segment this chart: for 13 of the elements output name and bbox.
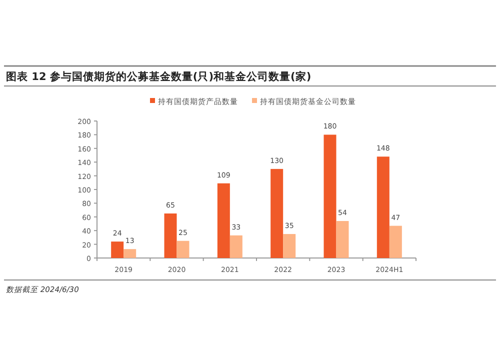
bar — [176, 240, 190, 258]
bar — [270, 168, 284, 258]
bar — [217, 183, 230, 258]
chart-title: 图表 12 参与国债期货的公募基金数量(只)和基金公司数量(家) — [6, 70, 312, 83]
bar — [336, 221, 349, 258]
bar — [389, 226, 402, 258]
bar — [376, 156, 390, 258]
bar — [164, 213, 177, 258]
bar — [324, 134, 336, 258]
bar — [230, 235, 242, 258]
bar — [124, 249, 136, 258]
bar — [111, 242, 124, 258]
bar — [283, 234, 296, 258]
